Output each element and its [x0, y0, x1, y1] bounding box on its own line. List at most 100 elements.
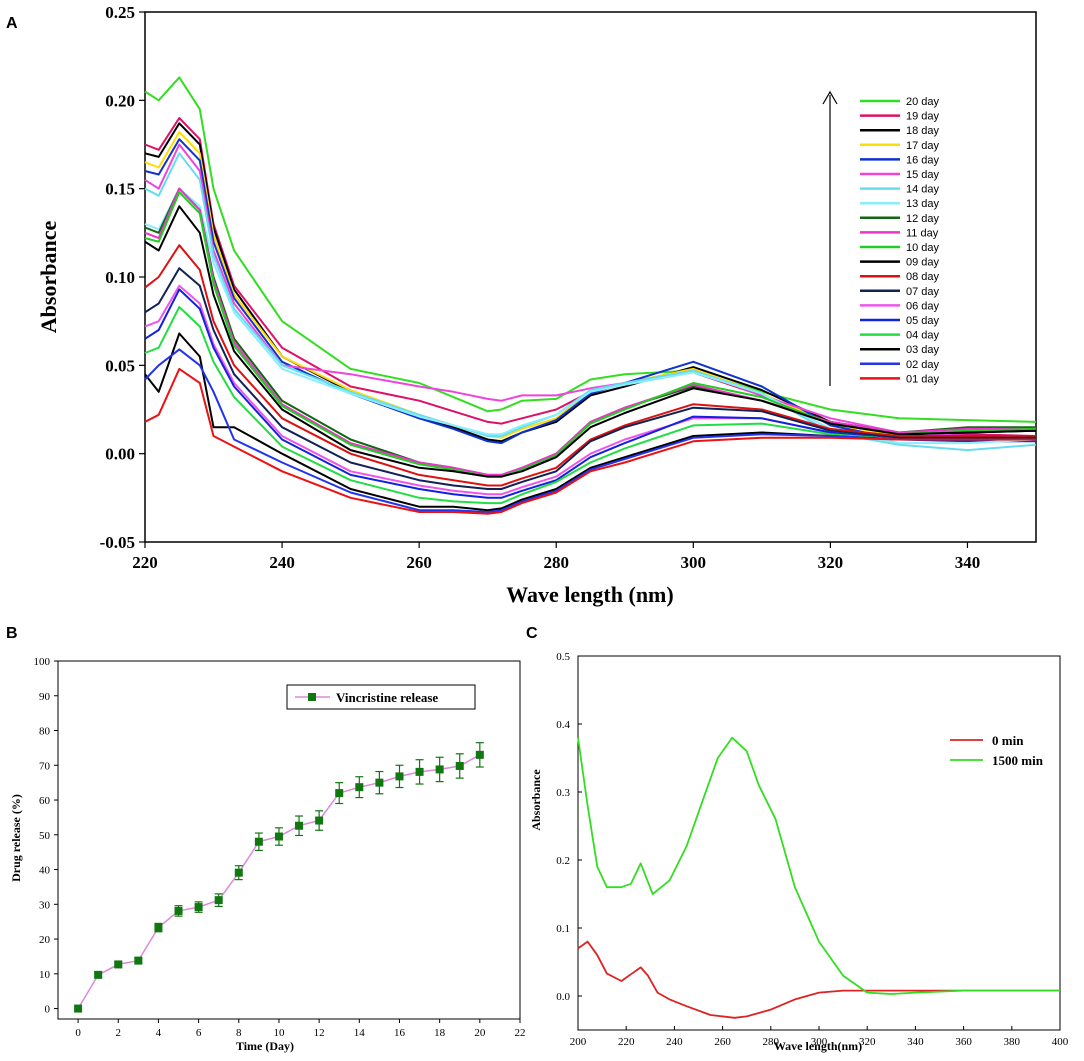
legend-label: 13 day	[906, 198, 940, 210]
data-point	[375, 778, 384, 787]
series-line-02-day	[144, 348, 1036, 513]
data-point	[295, 821, 304, 830]
chart-b-ytick-label: 100	[34, 656, 51, 668]
chart-a-ytick-label: 0.05	[105, 356, 135, 375]
chart-a-ytick-label: -0.05	[100, 533, 135, 552]
legend-label: 12 day	[906, 213, 940, 225]
chart-b-ytick-label: 60	[39, 795, 51, 807]
legend-entry: 09 day	[860, 257, 940, 269]
data-point	[274, 832, 283, 841]
legend-label: 08 day	[906, 271, 940, 283]
chart-c-ytick-label: 0.5	[556, 651, 570, 663]
data-point	[94, 970, 103, 979]
legend-label: 03 day	[906, 344, 940, 356]
legend-label: 20 day	[906, 96, 940, 108]
data-point	[114, 960, 123, 969]
legend-label: 0 min	[992, 733, 1024, 748]
legend-entry: 19 day	[860, 111, 940, 123]
chart-a-xtick-label: 260	[406, 553, 432, 572]
legend-entry: 12 day	[860, 213, 940, 225]
series-line-vincristine	[77, 754, 481, 1009]
legend-entry: 20 day	[860, 96, 940, 108]
data-point	[194, 903, 203, 912]
chart-a: 220 240 260 280 300 320 340 -0.05 0.00 0.05 0.10 0.…	[36, 3, 1037, 607]
chart-c-ytick-label: 0.1	[556, 923, 570, 935]
legend-entry: 03 day	[860, 344, 940, 356]
legend-entry: 01 day	[860, 373, 940, 385]
series-line-05-day	[144, 288, 1036, 499]
chart-a-xtick-label: 220	[132, 553, 158, 572]
chart-c-xtick-label: 220	[618, 1036, 635, 1048]
data-point	[74, 1004, 83, 1013]
legend-label: 17 day	[906, 140, 940, 152]
chart-b-xtick-label: 14	[354, 1027, 366, 1039]
chart-b-xtick-label: 20	[474, 1027, 486, 1039]
data-point	[415, 767, 424, 776]
legend-label: 18 day	[906, 125, 940, 137]
chart-a-ylabel: Absorbance	[36, 221, 61, 334]
legend-entry: 10 day	[860, 242, 940, 254]
chart-b-ytick-label: 20	[39, 934, 51, 946]
chart-b-xtick-label: 2	[116, 1027, 122, 1039]
data-point	[154, 923, 163, 932]
chart-c-xtick-label: 240	[666, 1036, 683, 1048]
chart-a-xtick-label: 340	[955, 553, 981, 572]
data-point	[315, 816, 324, 825]
series-line-09-day	[144, 205, 1037, 478]
chart-c-xtick-label: 340	[907, 1036, 924, 1048]
legend-label: 02 day	[906, 359, 940, 371]
legend-label: 04 day	[906, 330, 940, 342]
legend-label: 11 day	[906, 227, 939, 239]
chart-b-ytick-label: 90	[39, 691, 51, 703]
legend-entry: 1500 min	[950, 753, 1044, 768]
legend-label: 06 day	[906, 300, 940, 312]
chart-b-xtick-label: 6	[196, 1027, 202, 1039]
chart-c-xtick-label: 260	[714, 1036, 731, 1048]
chart-b-ytick-label: 70	[39, 760, 51, 772]
chart-c-xlabel: Wave length(nm)	[774, 1039, 862, 1053]
chart-b-ylabel: Drug release (%)	[9, 794, 23, 882]
legend-entry: 14 day	[860, 184, 940, 196]
chart-b-ytick-label: 0	[45, 1004, 51, 1016]
chart-c-xtick-label: 320	[859, 1036, 876, 1048]
chart-a-ytick-label: 0.20	[105, 91, 135, 110]
chart-c-frame	[577, 655, 1061, 1031]
series-line-15-day	[144, 143, 1036, 437]
legend-entry: 0 min	[950, 733, 1024, 748]
trend-arrow	[822, 90, 838, 386]
legend-entry: 05 day	[860, 315, 940, 327]
chart-b-ytick-label: 10	[39, 969, 51, 981]
chart-c-xtick-label: 380	[1004, 1036, 1021, 1048]
data-point	[455, 761, 464, 770]
chart-b-xtick-label: 4	[156, 1027, 162, 1039]
data-point	[134, 956, 143, 965]
chart-a-ytick-label: 0.00	[105, 445, 135, 464]
series-line-08-day	[144, 244, 1036, 487]
legend-label: 07 day	[906, 286, 940, 298]
chart-c-ytick-label: 0.3	[556, 787, 570, 799]
chart-b-ytick-label: 80	[39, 726, 51, 738]
panel-label-a: A	[6, 15, 18, 32]
data-point	[335, 789, 344, 798]
panel-label-c: C	[526, 625, 538, 642]
legend-entry: 06 day	[860, 300, 940, 312]
chart-a-xlabel: Wave length (nm)	[506, 582, 673, 607]
chart-c-ytick-label: 0.0	[556, 991, 570, 1003]
legend-label: 09 day	[906, 257, 940, 269]
legend-entry: 04 day	[860, 330, 940, 342]
legend-label: 19 day	[906, 111, 940, 123]
chart-a-ytick-label: 0.15	[105, 180, 135, 199]
legend-entry: 13 day	[860, 198, 940, 210]
legend-label: 16 day	[906, 154, 940, 166]
chart-a-ytick-label: 0.10	[105, 268, 135, 287]
chart-b-xtick-label: 16	[394, 1027, 406, 1039]
chart-c-xtick-label: 300	[811, 1036, 828, 1048]
data-point	[435, 765, 444, 774]
legend-label: 10 day	[906, 242, 940, 254]
chart-b-frame	[57, 660, 521, 1020]
series-line-07-day	[144, 267, 1036, 490]
chart-b-xtick-label: 22	[515, 1027, 526, 1039]
chart-c-ylabel: Absorbance	[529, 769, 543, 831]
legend-label: 1500 min	[992, 753, 1044, 768]
